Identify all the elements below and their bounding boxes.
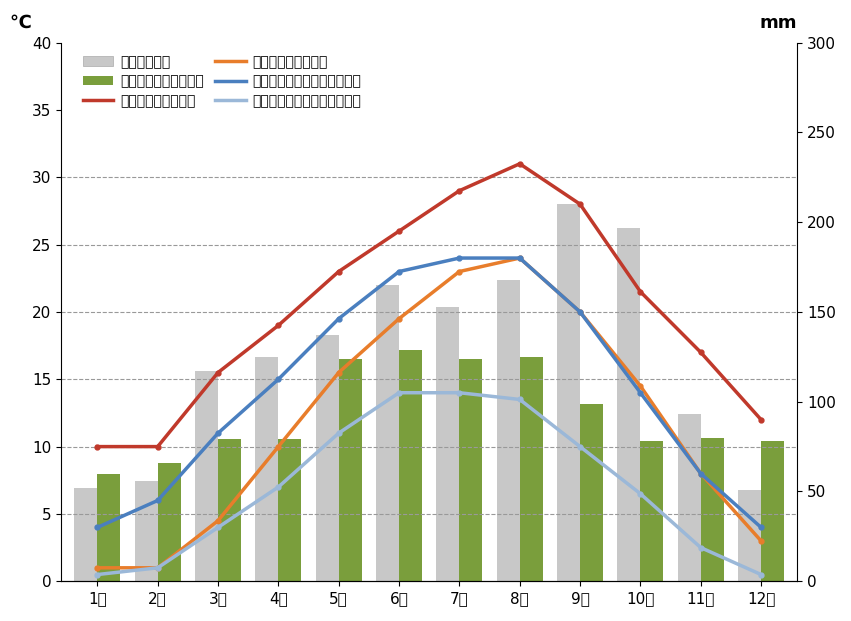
Bar <box>74 488 97 581</box>
Bar <box>134 481 157 581</box>
Bar <box>195 371 218 581</box>
Bar <box>497 279 520 581</box>
Bar <box>316 335 339 581</box>
Bar <box>157 463 180 581</box>
Bar <box>618 227 641 581</box>
Text: ℃: ℃ <box>9 14 31 32</box>
Bar <box>761 441 784 581</box>
Bar <box>218 440 241 581</box>
Bar <box>738 490 761 581</box>
Bar <box>677 414 700 581</box>
Bar <box>460 358 483 581</box>
Legend: 東京の降水量, チューリッヒの降水量, 東京の平均最高気温, 東京の平均最低気温, チューリッヒの平均最高気温, チューリッヒの平均最低気温: 東京の降水量, チューリッヒの降水量, 東京の平均最高気温, 東京の平均最低気温… <box>83 55 362 108</box>
Bar <box>278 440 301 581</box>
Bar <box>399 350 422 581</box>
Bar <box>339 358 362 581</box>
Bar <box>700 438 723 581</box>
Bar <box>641 441 663 581</box>
Bar <box>376 285 399 581</box>
Text: mm: mm <box>760 14 797 32</box>
Bar <box>97 474 120 581</box>
Bar <box>580 404 603 581</box>
Bar <box>557 204 580 581</box>
Bar <box>520 357 543 581</box>
Bar <box>437 307 460 581</box>
Bar <box>255 357 278 581</box>
